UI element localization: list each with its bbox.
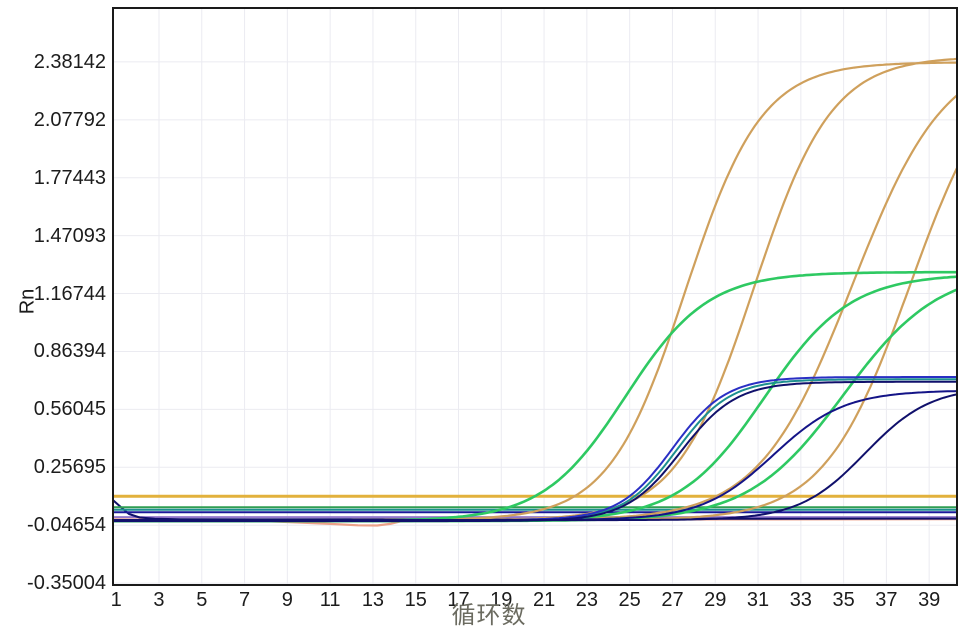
x-tick-label: 33	[789, 589, 812, 611]
x-tick-label: 1	[110, 589, 122, 611]
amp-teal-1	[113, 378, 957, 522]
amp-navy-3	[113, 393, 957, 522]
x-tick-label: 29	[704, 589, 727, 611]
y-tick-label: 0.56045	[33, 398, 106, 421]
x-tick-label: 27	[661, 589, 684, 611]
y-tick-label: 0.25695	[33, 456, 106, 479]
x-tick-label: 7	[239, 589, 251, 611]
amp-navy-1	[113, 380, 957, 523]
x-tick-label: 35	[832, 589, 855, 611]
x-tick-label: 37	[875, 589, 898, 611]
x-tick-label: 9	[281, 589, 293, 611]
x-tick-label: 19	[490, 589, 513, 611]
amp-green-1	[113, 270, 957, 523]
y-tick-label: 1.77443	[33, 166, 106, 189]
x-tick-label: 21	[532, 589, 556, 611]
x-tick-label: 11	[319, 589, 341, 611]
y-tick-label: 2.07792	[33, 108, 106, 131]
y-tick-label: -0.35004	[27, 572, 106, 595]
x-tick-label: 23	[575, 589, 598, 611]
x-tick-label: 5	[196, 589, 208, 611]
x-tick-label: 31	[746, 589, 770, 611]
y-tick-label: 1.47093	[33, 224, 106, 247]
x-tick-label: 3	[153, 589, 165, 611]
amp-tan-2	[113, 57, 957, 522]
x-tick-label: 15	[404, 589, 427, 611]
x-tick-label: 25	[618, 589, 641, 611]
y-tick-label: -0.04654	[27, 514, 106, 537]
x-tick-label: 39	[918, 589, 941, 611]
gridlines	[113, 8, 957, 585]
y-tick-label: 1.16744	[33, 282, 106, 305]
x-tick-label: 13	[361, 589, 385, 611]
plot-border	[112, 7, 958, 586]
amp-tan-1	[113, 61, 957, 522]
y-tick-label: 0.86394	[33, 340, 106, 363]
y-tick-label: 2.38142	[33, 50, 106, 73]
amp-blue-1	[113, 376, 957, 522]
x-tick-label: 17	[447, 589, 470, 611]
x-axis-title: 循环数	[451, 602, 527, 628]
